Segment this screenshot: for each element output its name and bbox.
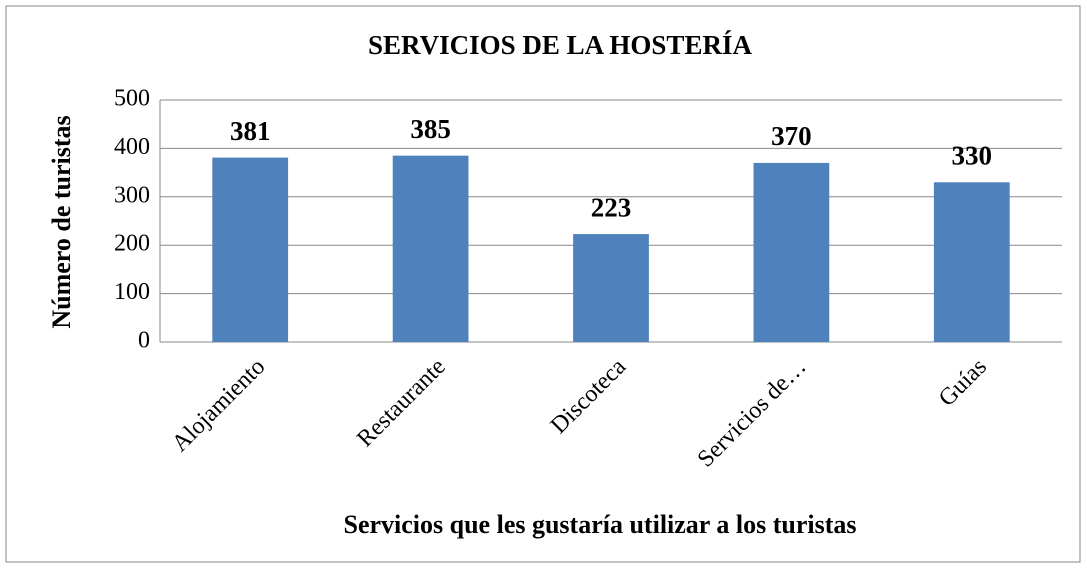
bar bbox=[753, 162, 830, 342]
y-tick-label: 200 bbox=[114, 231, 150, 257]
bar bbox=[573, 234, 649, 342]
data-label: 385 bbox=[410, 114, 451, 144]
data-label: 381 bbox=[230, 116, 271, 146]
bar bbox=[212, 157, 289, 342]
data-label: 330 bbox=[952, 140, 993, 170]
data-label: 223 bbox=[591, 192, 632, 222]
data-label: 370 bbox=[771, 121, 812, 151]
chart-title: SERVICIOS DE LA HOSTERÍA bbox=[368, 30, 752, 60]
y-tick-label: 300 bbox=[114, 182, 150, 208]
bar bbox=[933, 182, 1010, 342]
y-tick-label: 100 bbox=[114, 279, 150, 305]
bar bbox=[392, 155, 469, 342]
x-axis-label: Servicios que les gustaría utilizar a lo… bbox=[343, 510, 856, 539]
y-tick-label: 0 bbox=[138, 328, 150, 354]
chart-border bbox=[5, 5, 1081, 563]
y-tick-label: 400 bbox=[114, 134, 150, 160]
y-tick-label: 500 bbox=[114, 86, 150, 112]
y-axis-label: Número de turistas bbox=[47, 115, 76, 328]
